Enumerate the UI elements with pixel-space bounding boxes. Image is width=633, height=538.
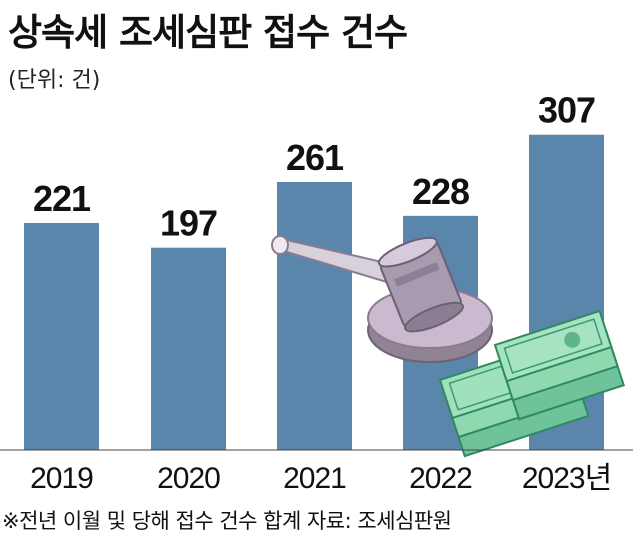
gavel-icon [271,235,493,363]
ticks-layer: 2019 2020 2021 2022 2023년 [0,449,633,495]
footnote: ※전년 이월 및 당해 접수 건수 합계 자료: 조세심판원 [2,509,452,533]
x-tick-label: 2020 [157,462,220,495]
bar-value-label: 221 [33,178,91,219]
bar-value-label: 261 [286,137,344,178]
chart-title: 상속세 조세심판 접수 건수 [8,11,408,54]
labels-layer: 221 197 261 228 307 [33,90,596,244]
bar-2019 [24,223,99,450]
x-tick-label: 2022 [409,462,472,495]
bar-value-label: 307 [538,90,595,131]
gavel-and-money-illustration [271,235,625,458]
unit-label: (단위: 건) [8,68,101,93]
bar-2020 [151,247,226,450]
bar-value-label: 228 [412,171,469,212]
x-tick-label: 2019 [30,462,93,495]
money-icon [438,309,625,458]
x-tick-label: 2021 [283,462,346,495]
bar-value-label: 197 [160,203,217,244]
x-tick-label: 2023년 [522,462,611,495]
bar-2021 [277,181,352,450]
